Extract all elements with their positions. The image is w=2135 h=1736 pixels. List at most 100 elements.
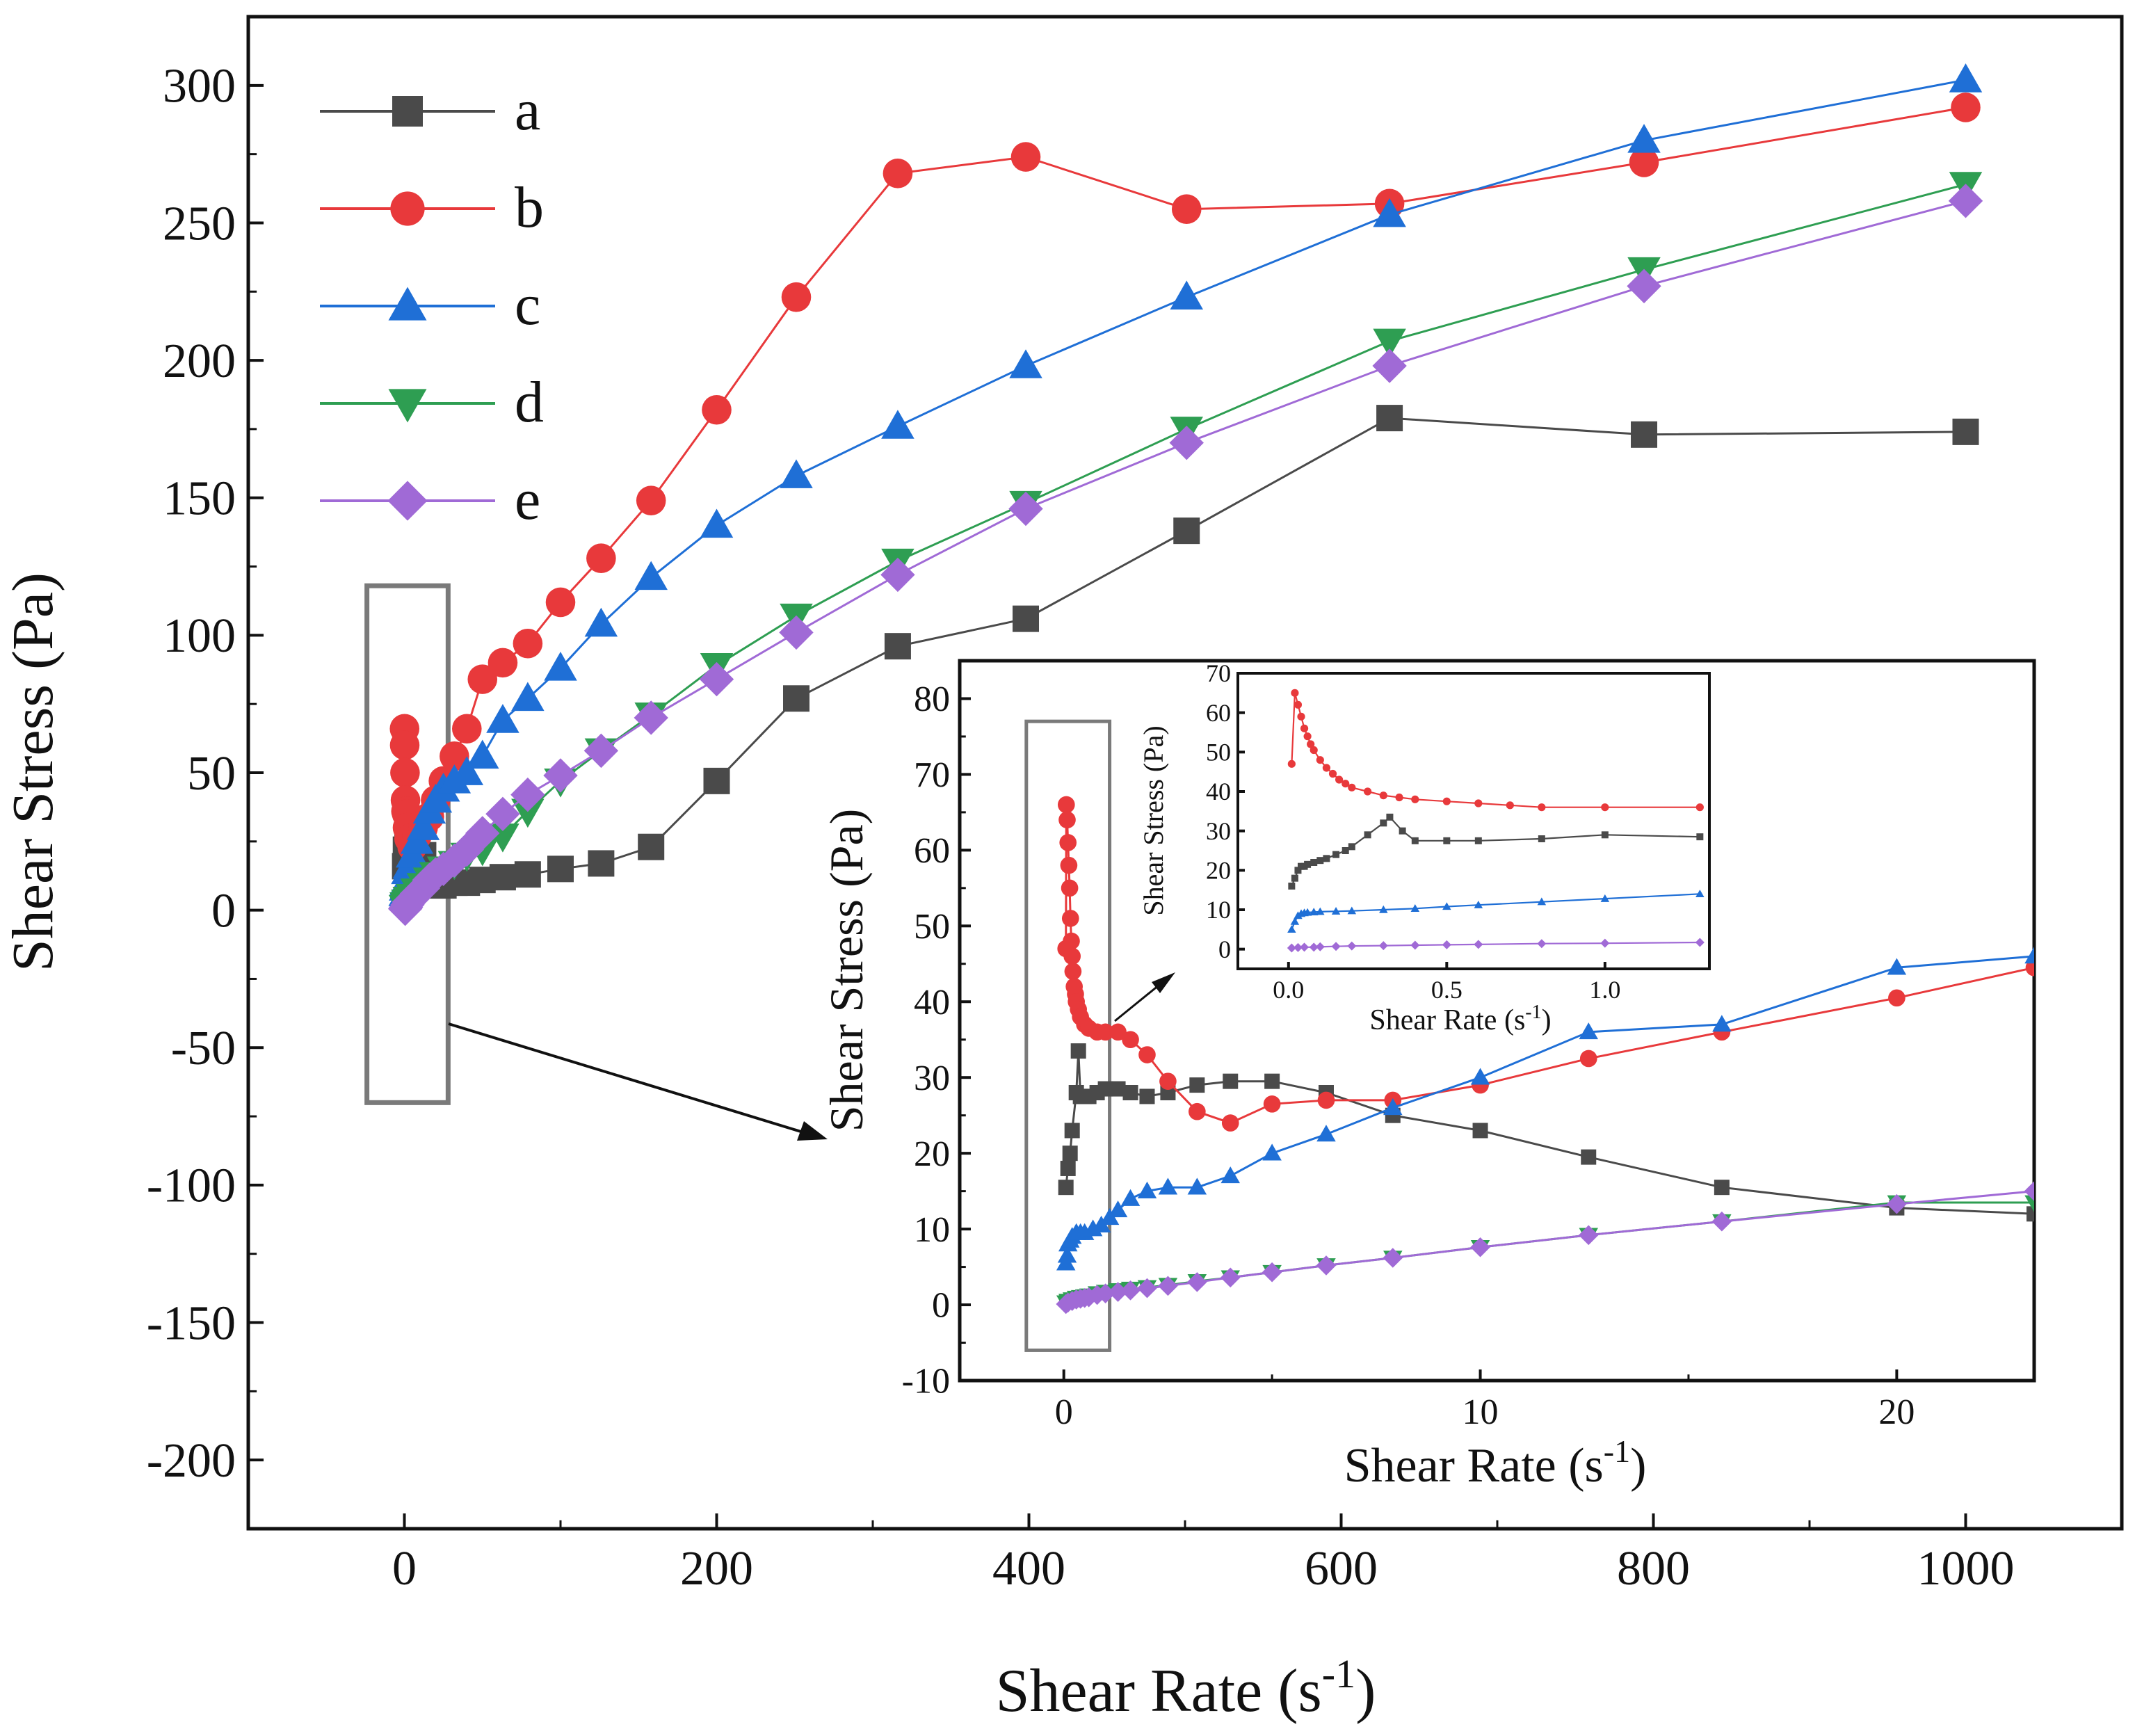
main-point-e [485, 796, 520, 831]
inset-point-b [1063, 932, 1080, 950]
inset2-point-e [1474, 940, 1483, 949]
inset2-point-c [1331, 907, 1341, 915]
main-point-e [583, 733, 619, 769]
inset2-point-a [1342, 847, 1349, 854]
inset-point-a [1122, 1085, 1138, 1100]
inset-point-c [1137, 1181, 1157, 1198]
legend-label-d: d [515, 370, 544, 435]
legend-marker-a [392, 96, 423, 127]
inset-point-b [1061, 879, 1079, 897]
main-series-group [387, 63, 1983, 926]
inset2-point-a [1601, 831, 1609, 839]
main-point-b [586, 543, 616, 573]
inset-point-a [1264, 1073, 1280, 1089]
inset2-point-a [1386, 813, 1394, 821]
inset2-point-b [1310, 746, 1318, 755]
inset2-point-c [1600, 894, 1610, 902]
inset-series-group [1056, 796, 2034, 1315]
main-zoom-rectangle [364, 583, 451, 1105]
main-x-label-close: ) [1355, 1657, 1376, 1725]
inset-point-b [1263, 1095, 1281, 1113]
inset-point-c [1712, 1015, 1732, 1032]
main-point-b [781, 282, 812, 312]
inset-point-a [1223, 1073, 1239, 1089]
inset-point-e [1262, 1262, 1282, 1283]
inset-point-e [1220, 1267, 1241, 1288]
main-point-a [1631, 421, 1658, 448]
inset-plot-frame [958, 659, 2036, 1383]
inset-series-c [1056, 947, 2034, 1271]
inset-point-b [1317, 1091, 1335, 1109]
inset-point-e [1711, 1211, 1732, 1232]
inset2-point-a [1294, 867, 1302, 874]
inset2-x-axis-label: Shear Rate (s-1) [1369, 1002, 1551, 1036]
inset2-y-tick-label: 10 [1206, 896, 1231, 924]
inset2-point-e [1695, 938, 1705, 947]
main-point-c [1627, 124, 1661, 153]
inset-point-b [1579, 1050, 1597, 1068]
zoom-arrow-main-to-inset [448, 1022, 828, 1141]
inset-point-b [1058, 811, 1076, 829]
inset2-point-b [1297, 712, 1305, 721]
legend-label-b: b [515, 175, 544, 240]
inset2-point-e [1309, 942, 1319, 952]
inset2-series-group [1287, 689, 1705, 953]
inset2-point-a [1538, 835, 1545, 842]
inset2-point-b [1335, 775, 1344, 784]
inset-y-tick-label: -10 [902, 1362, 950, 1401]
main-y-tick-label: -150 [147, 1296, 236, 1350]
inset2-series-a [1288, 813, 1704, 890]
main-point-c [634, 561, 668, 590]
inset-point-b [1122, 1031, 1139, 1049]
main-point-a [884, 633, 911, 660]
inset-point-e [1578, 1225, 1599, 1246]
inset2-point-b [1328, 769, 1337, 778]
main-x-label-text: Shear Rate (s [996, 1657, 1322, 1725]
main-point-e [699, 661, 734, 697]
inset2-point-c [1287, 925, 1296, 933]
inset-point-e [1316, 1255, 1337, 1276]
inset2-point-e [1347, 941, 1357, 951]
inset2-x-tick-label: 0.0 [1273, 976, 1304, 1004]
main-point-c [780, 459, 813, 488]
main-point-e [1948, 184, 1983, 218]
main-point-c [1009, 349, 1042, 378]
inset2-point-b [1287, 760, 1296, 768]
inset2-point-b [1303, 732, 1312, 741]
inset-y-tick-label: 70 [914, 755, 950, 795]
inset2-point-b [1322, 764, 1331, 772]
inset2-point-c [1290, 917, 1300, 925]
main-point-b [1010, 142, 1041, 172]
inset-point-b [1109, 1023, 1127, 1041]
legend-label-e: e [515, 467, 540, 532]
inset-series-e [1056, 1181, 2034, 1315]
inset2-point-b [1348, 783, 1356, 791]
inset2-x-label-close: ) [1542, 1004, 1552, 1036]
inset-point-a [1097, 1081, 1113, 1097]
inset-y-tick-label: 80 [914, 680, 950, 719]
inset-point-e [1120, 1280, 1141, 1301]
inset2-point-b [1601, 803, 1609, 812]
main-point-b [389, 730, 420, 760]
main-point-c [1170, 280, 1203, 310]
inset-point-b [1888, 989, 1906, 1007]
main-point-c [450, 756, 484, 785]
inset-point-e [1887, 1194, 1907, 1214]
main-point-b [702, 394, 732, 425]
main-y-tick-label: 250 [163, 197, 236, 250]
inset2-point-b [1506, 801, 1514, 810]
inset2-point-a [1443, 837, 1451, 844]
main-point-c [1949, 63, 1983, 93]
main-y-tick-label: 50 [187, 747, 236, 801]
inset2-chart: 0.0 0.5 1.0 0 10 20 30 40 50 60 70 Shear Stress (P… [1138, 659, 1711, 1036]
legend-entry-c: c [320, 273, 540, 337]
inset-point-c [1383, 1098, 1403, 1116]
main-point-a [547, 855, 574, 883]
main-point-a [514, 861, 541, 888]
inset-point-a [1060, 1160, 1076, 1176]
zoom-arrow-inset-to-inset2 [1114, 972, 1175, 1022]
main-point-b [467, 664, 498, 694]
inset-x-tick-label: 0 [1055, 1392, 1073, 1432]
main-y-tick-label: -200 [147, 1434, 236, 1488]
main-point-e [1372, 348, 1407, 383]
